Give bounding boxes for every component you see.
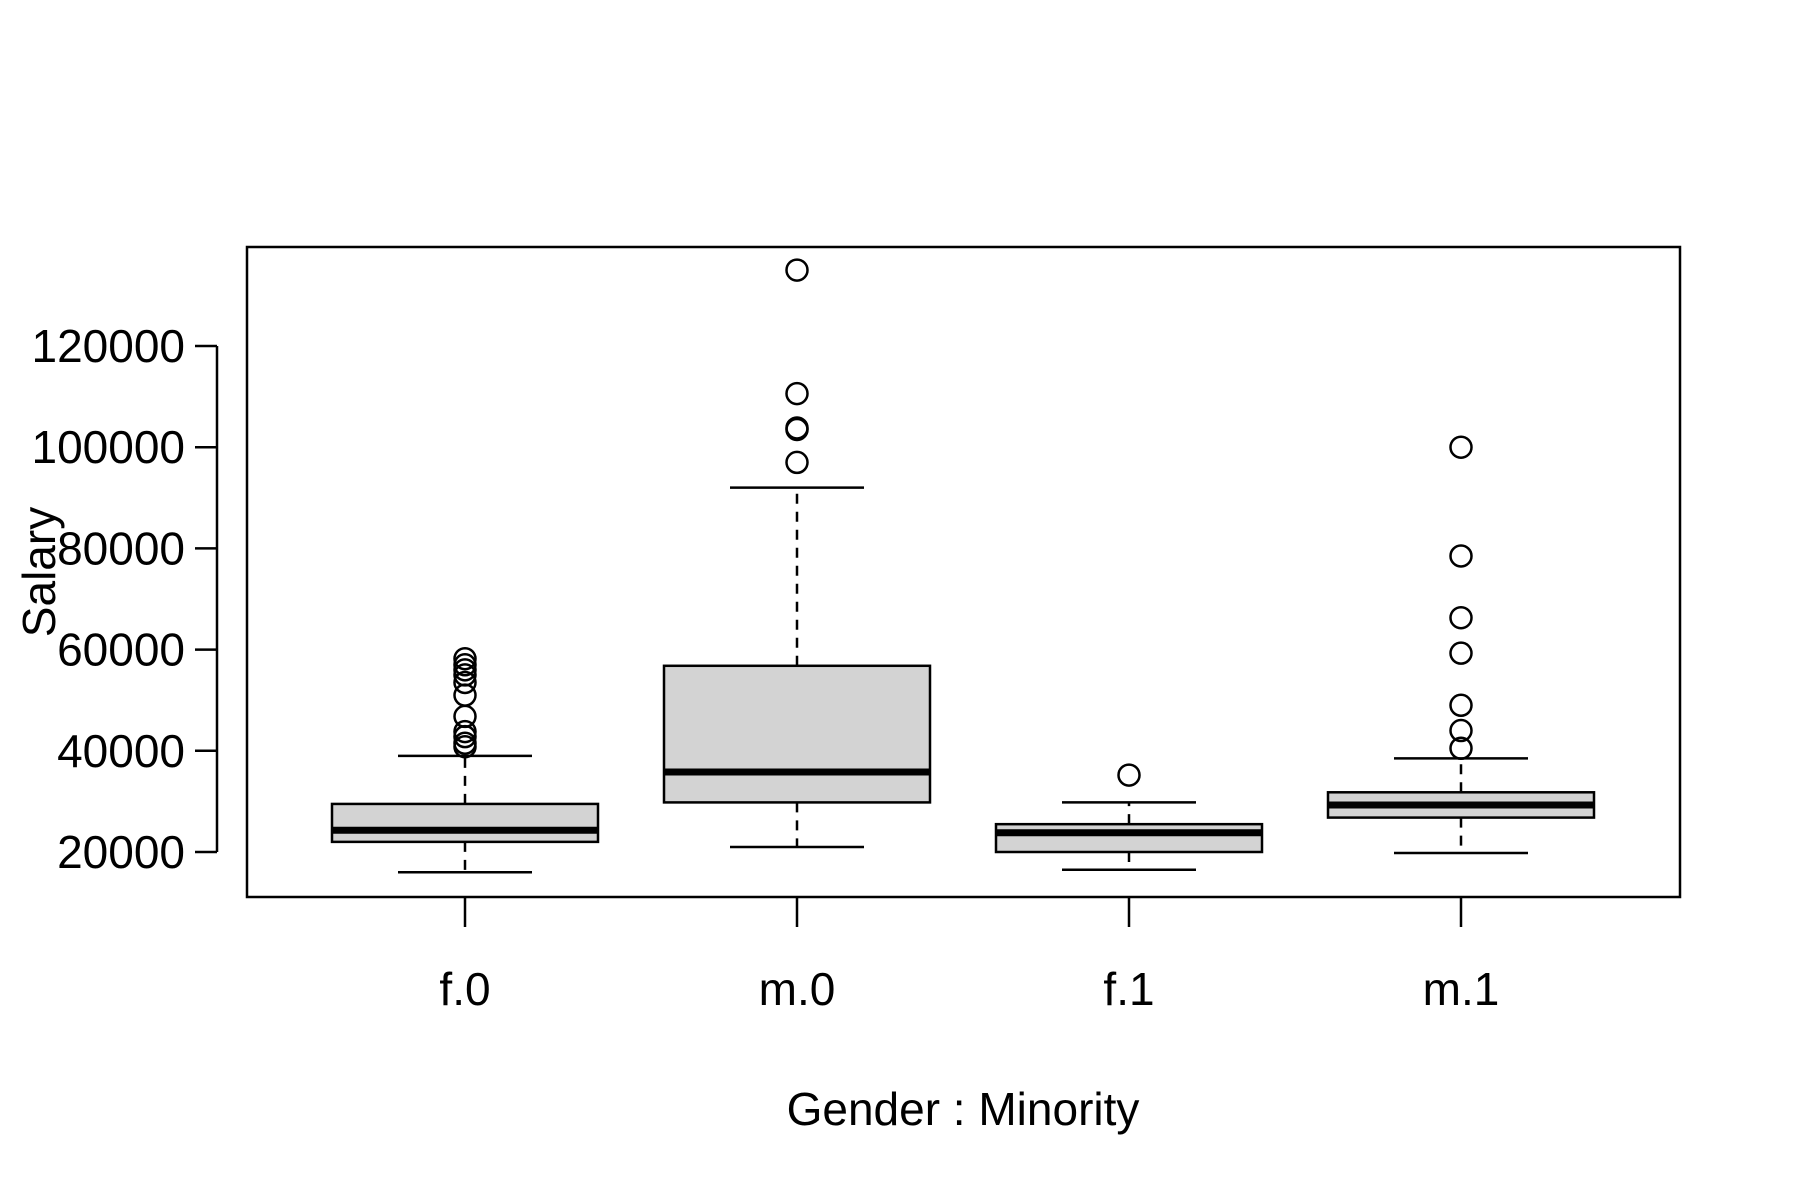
outlier-point: [453, 719, 477, 744]
x-axis: f.0 m.0 f.1 m.1: [439, 897, 1499, 1015]
outlier-point: [453, 731, 477, 755]
outlier-point: [453, 670, 477, 695]
outlier-point: [453, 653, 477, 677]
boxes-layer: [330, 258, 1596, 874]
outlier-point: [785, 416, 809, 440]
y-tick-label: 120000: [32, 320, 186, 372]
box-iqr: [994, 822, 1264, 854]
y-tick-label: 60000: [57, 624, 185, 676]
box-iqr: [662, 664, 932, 804]
plot-frame: [245, 245, 1682, 899]
outlier-point: [453, 646, 477, 671]
outlier-point: [1449, 693, 1473, 718]
box-group: [994, 763, 1264, 871]
y-axis: 20000 40000 60000 80000 100000 120000: [32, 320, 219, 878]
x-axis-title: Gender : Minority: [787, 1083, 1140, 1135]
x-tick-label: m.1: [1423, 963, 1500, 1015]
outlier-point: [785, 450, 809, 475]
y-tick-label: 100000: [32, 421, 186, 473]
outlier-point: [785, 258, 809, 282]
y-tick-label: 20000: [57, 826, 185, 878]
y-tick-label: 40000: [57, 725, 185, 777]
x-tick-label: f.1: [1103, 963, 1154, 1015]
outlier-point: [453, 704, 477, 729]
outlier-point: [1117, 763, 1141, 787]
box-group: [1326, 435, 1596, 855]
outlier-point: [1449, 435, 1473, 459]
outlier-point: [453, 683, 477, 707]
box-group: [662, 258, 932, 849]
box-group: [330, 646, 600, 874]
x-tick-label: m.0: [759, 963, 836, 1015]
outlier-point: [785, 381, 809, 406]
outlier-point: [1449, 718, 1473, 743]
outlier-point: [1449, 544, 1473, 568]
x-tick-label: f.0: [439, 963, 490, 1015]
outlier-point: [1449, 641, 1473, 665]
y-axis-title: Salary: [13, 507, 65, 637]
outlier-point: [1449, 736, 1473, 761]
outlier-point: [1449, 605, 1473, 630]
box-iqr: [330, 802, 600, 844]
y-tick-label: 80000: [57, 522, 185, 574]
